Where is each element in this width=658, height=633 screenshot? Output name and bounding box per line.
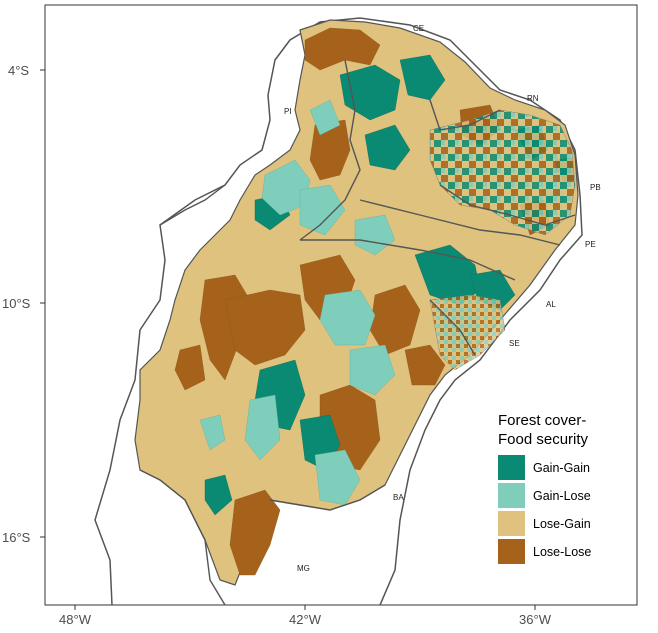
legend-swatch-lose-lose xyxy=(498,539,525,564)
legend-title-line2: Food security xyxy=(498,431,589,448)
legend-title-line1: Forest cover- xyxy=(498,412,586,429)
legend-label-lose-gain: Lose-Gain xyxy=(533,517,591,531)
state-label-se: SE xyxy=(509,339,520,348)
gain-gain-areas xyxy=(204,54,575,516)
y-tick-label-16s: 16°S xyxy=(2,530,31,545)
outer-state-outline xyxy=(94,17,583,606)
dense-municipalities xyxy=(429,109,576,236)
x-tick-label-42w: 42°W xyxy=(289,612,322,627)
dense-municipalities-south xyxy=(429,294,506,371)
state-label-mg: MG xyxy=(297,564,310,573)
y-tick-label-4s: 4°S xyxy=(8,63,29,78)
legend-swatch-lose-gain xyxy=(498,511,525,536)
legend: Forest cover- Food security Gain-Gain Ga… xyxy=(492,402,632,570)
state-label-group: CE RN PI PB PE AL SE BA MG xyxy=(284,24,601,573)
state-label-pi: PI xyxy=(284,107,292,116)
legend-label-gain-gain: Gain-Gain xyxy=(533,461,590,475)
legend-swatch-gain-lose xyxy=(498,483,525,508)
legend-swatch-gain-gain xyxy=(498,455,525,480)
state-label-pb: PB xyxy=(590,183,601,192)
x-tick-label-48w: 48°W xyxy=(59,612,92,627)
legend-label-lose-lose: Lose-Lose xyxy=(533,545,591,559)
state-borders xyxy=(139,59,576,606)
y-axis xyxy=(40,69,45,538)
lose-lose-areas xyxy=(174,27,551,576)
state-label-ce: CE xyxy=(413,24,424,33)
state-label-pe: PE xyxy=(585,240,596,249)
y-tick-label-10s: 10°S xyxy=(2,296,31,311)
state-label-rn: RN xyxy=(527,94,539,103)
legend-label-gain-lose: Gain-Lose xyxy=(533,489,591,503)
x-tick-label-36w: 36°W xyxy=(519,612,552,627)
state-label-ba: BA xyxy=(393,493,404,502)
state-label-al: AL xyxy=(546,300,556,309)
x-axis xyxy=(74,605,536,610)
